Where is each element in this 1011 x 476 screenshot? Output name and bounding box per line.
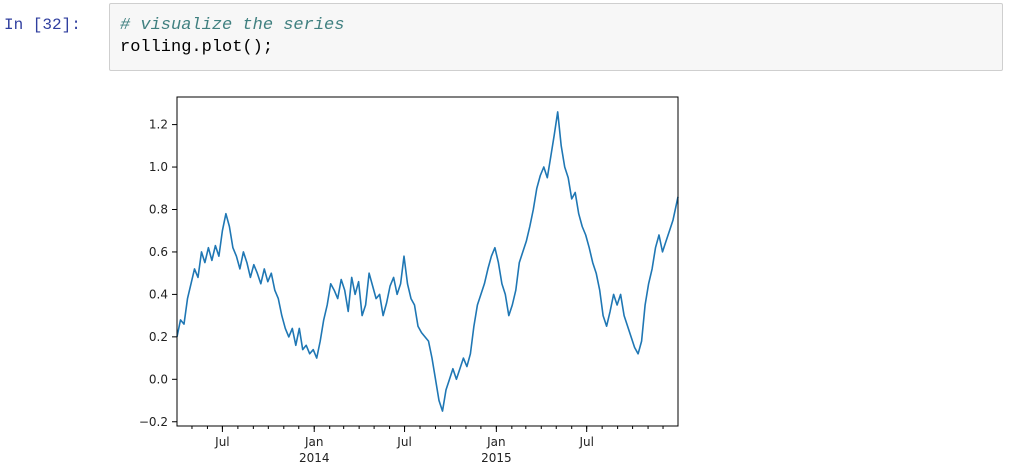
x-tick-year-label: 2015 (481, 451, 512, 465)
plot-frame (176, 96, 679, 427)
y-tick-label: 0.8 (149, 202, 168, 216)
series-line (176, 111, 679, 412)
x-tick-label: Jul (578, 435, 593, 449)
y-axis: −0.2 0.0 0.2 0.4 0.6 0.8 1.0 1.2 (139, 118, 177, 429)
code-comment-line: # visualize the series (120, 16, 345, 35)
x-tick-label: Jul (214, 435, 229, 449)
x-tick-year-label: 2014 (299, 451, 330, 465)
y-tick-label: 1.0 (149, 160, 168, 174)
cell-output-area: −0.2 0.0 0.2 0.4 0.6 0.8 1.0 1.2 Jul Jan 2014 Jul J… (109, 85, 1003, 471)
x-minor-ticks (191, 426, 664, 429)
y-tick-label: 0.4 (149, 287, 168, 301)
y-tick-label: 0.0 (149, 372, 168, 386)
y-tick-label: 1.2 (149, 118, 168, 132)
y-tick-label: 0.6 (149, 245, 168, 259)
code-input-area[interactable]: # visualize the series rolling.plot(); (109, 3, 1003, 71)
notebook-code-cell[interactable]: In [32]: # visualize the series rolling.… (0, 0, 1011, 80)
y-tick-label: −0.2 (139, 415, 168, 429)
y-tick-label: 0.2 (149, 330, 168, 344)
x-tick-label: Jul (396, 435, 411, 449)
input-prompt: In [32]: (4, 16, 81, 34)
x-axis: Jul Jan 2014 Jul Jan 2015 Jul (214, 426, 594, 465)
code-statement-line: rolling.plot(); (120, 38, 274, 57)
x-tick-label: Jan (486, 435, 506, 449)
x-tick-label: Jan (304, 435, 324, 449)
